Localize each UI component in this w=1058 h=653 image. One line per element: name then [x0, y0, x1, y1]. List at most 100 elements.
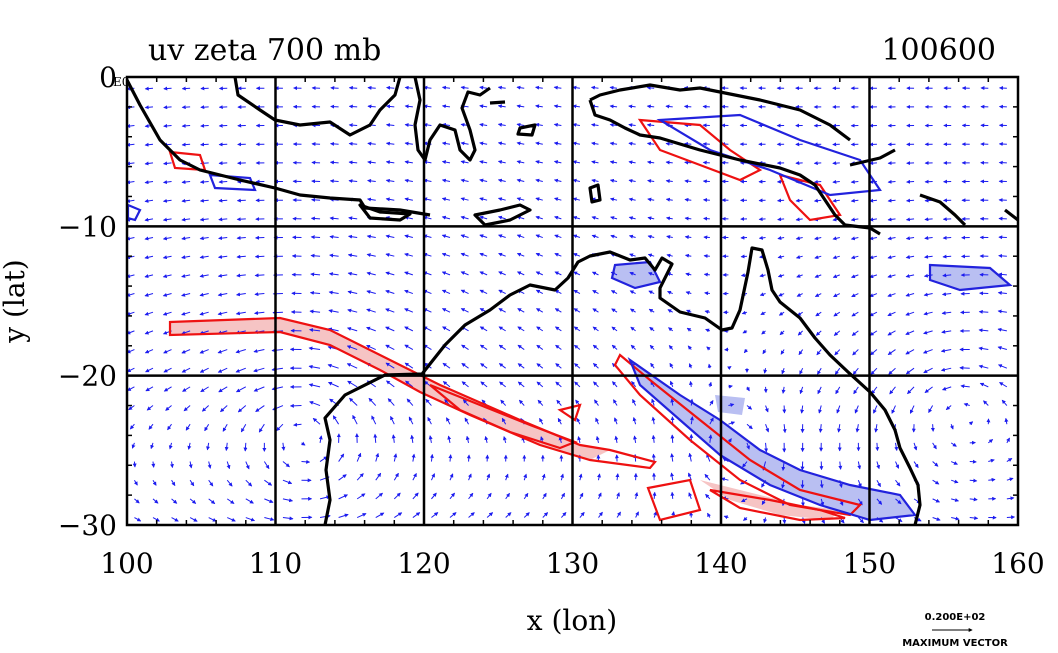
positive-contour [557, 403, 582, 422]
wind-vector [1004, 417, 1009, 425]
wind-vector [814, 293, 822, 297]
wind-vector [632, 398, 637, 406]
wind-vector [200, 142, 209, 147]
wind-vector [905, 217, 915, 222]
wind-vector [366, 271, 376, 276]
wind-vector [199, 273, 209, 278]
wind-vector [777, 254, 785, 259]
wind-vector [728, 403, 735, 408]
wind-vector [850, 236, 859, 241]
wind-vector [404, 123, 413, 127]
wind-vector [199, 217, 209, 222]
wind-vector [517, 381, 525, 388]
wind-vector [704, 291, 710, 296]
wind-vector [554, 252, 562, 257]
wind-vector [942, 273, 952, 278]
wind-vector [759, 292, 766, 297]
wind-vector [349, 397, 358, 406]
wind-vector [479, 271, 488, 276]
wind-vector [460, 215, 469, 220]
wind-vector [949, 424, 954, 430]
wind-vector [553, 104, 562, 109]
wind-vector [516, 178, 525, 183]
wind-vector [348, 179, 358, 184]
wind-vector [346, 327, 358, 332]
wind-vector [765, 424, 770, 433]
positive-contour [168, 316, 657, 470]
wind-vector [850, 255, 859, 260]
wind-vector [163, 367, 172, 373]
wind-vector [217, 349, 228, 354]
wind-vector [928, 405, 934, 414]
wind-vector [745, 386, 750, 392]
wind-vector [498, 289, 506, 294]
wind-vector [832, 179, 840, 184]
wind-vector [572, 141, 581, 146]
wind-vector [427, 416, 432, 425]
wind-vector [579, 492, 584, 500]
wind-vector [281, 442, 286, 451]
wind-vector [553, 141, 562, 146]
wind-vector [367, 178, 376, 183]
wind-vector [728, 421, 736, 426]
wind-vector [746, 405, 753, 410]
wind-vector [553, 160, 562, 165]
wind-vector [535, 104, 543, 109]
wind-vector [327, 363, 339, 369]
wind-vector [222, 423, 228, 432]
wind-vector [592, 363, 599, 369]
wind-vector [181, 349, 191, 354]
wind-vector [535, 289, 544, 294]
wind-vector [406, 398, 414, 406]
coastline-timor [473, 203, 532, 227]
wind-vector [132, 461, 137, 468]
wind-vector [226, 479, 233, 487]
wind-vector [923, 273, 933, 278]
wind-vector [760, 311, 766, 316]
wind-vector [356, 473, 364, 481]
wind-vector [894, 442, 899, 452]
wind-vector [385, 123, 395, 128]
wind-vector [181, 255, 191, 260]
wind-vector [557, 417, 562, 425]
wind-vector [968, 421, 974, 426]
wind-vector [579, 511, 585, 518]
wind-vector [264, 479, 273, 486]
wind-vector [628, 160, 636, 165]
wind-vector [647, 216, 655, 221]
wind-vector [441, 252, 451, 257]
wind-vector [832, 274, 840, 279]
wind-vector [310, 235, 321, 240]
wind-vector [366, 234, 376, 239]
wind-vector [820, 498, 825, 507]
negative-contour [656, 113, 882, 197]
wind-vector [647, 234, 655, 239]
wind-vector [941, 310, 952, 315]
wind-vector [553, 197, 562, 202]
wind-vector [573, 289, 581, 294]
wind-vector [684, 253, 692, 258]
wind-vector [850, 198, 859, 203]
wind-vector [206, 442, 210, 451]
wind-vector [869, 236, 878, 241]
wind-vector [895, 461, 900, 469]
coastline-newbritain [919, 193, 1018, 227]
wind-vector [404, 178, 413, 183]
wind-vector [633, 435, 637, 443]
wind-vector [924, 254, 933, 259]
wind-vector [428, 435, 433, 443]
wind-vector [499, 381, 506, 388]
wind-vector [869, 198, 877, 203]
wind-vector [220, 405, 228, 413]
wind-vector [817, 367, 822, 375]
wind-vector [309, 328, 321, 332]
wind-vector [183, 405, 191, 412]
wind-vector [572, 234, 581, 239]
wind-vector [648, 308, 655, 313]
wind-vector [978, 309, 989, 314]
wind-vector [217, 254, 228, 259]
wind-vector [405, 380, 414, 388]
wind-vector [592, 289, 599, 294]
wind-vector [327, 381, 339, 388]
wind-vector [404, 289, 414, 295]
